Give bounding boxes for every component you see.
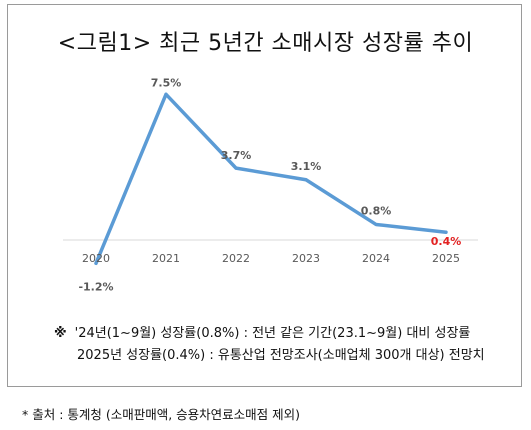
x-tick-label-2023: 2023	[292, 252, 320, 265]
x-tick-label-2025: 2025	[432, 252, 460, 265]
data-point-2023	[304, 178, 308, 182]
data-label-2025: 0.4%	[431, 235, 462, 248]
chart-note: ※ '24년(1~9월) 성장률(0.8%) : 전년 같은 기간(23.1~9월…	[54, 323, 514, 367]
data-label-2020: -1.2%	[78, 280, 113, 293]
data-label-2022: 3.7%	[221, 149, 252, 162]
chart-title: <그림1> 최근 5년간 소매시장 성장률 추이	[57, 31, 474, 56]
data-point-2020	[94, 261, 98, 265]
note-mark: ※	[54, 326, 67, 341]
data-point-2022	[234, 166, 238, 170]
note-line-1: '24년(1~9월) 성장률(0.8%) : 전년 같은 기간(23.1~9월)…	[74, 326, 471, 341]
x-tick-label-2024: 2024	[362, 252, 390, 265]
data-point-2021	[164, 92, 168, 96]
data-label-2024: 0.8%	[361, 204, 392, 217]
growth-rate-line	[94, 92, 448, 266]
x-tick-label-2021: 2021	[152, 252, 180, 265]
chart-frame: <그림1> 최근 5년간 소매시장 성장률 추이 2020 2021 2022 202…	[7, 4, 522, 387]
data-point-2025	[444, 230, 448, 234]
source-note: * 출처 : 통계청 (소매판매액, 승용차연료소매점 제외)	[22, 407, 301, 422]
note-line-2: 2025년 성장률(0.4%) : 유통산업 전망조사(소매업체 300개 대상…	[77, 348, 485, 363]
x-tick-label-2020: 2020	[82, 252, 110, 265]
line-chart: 2020 2021 2022 2023 2024 2025 -1.2% 7.5% 3.7% 3.1…	[63, 76, 478, 293]
data-label-2021: 7.5%	[151, 76, 182, 89]
data-label-2023: 3.1%	[291, 160, 322, 173]
data-point-2024	[374, 222, 378, 226]
x-tick-label-2022: 2022	[222, 252, 250, 265]
